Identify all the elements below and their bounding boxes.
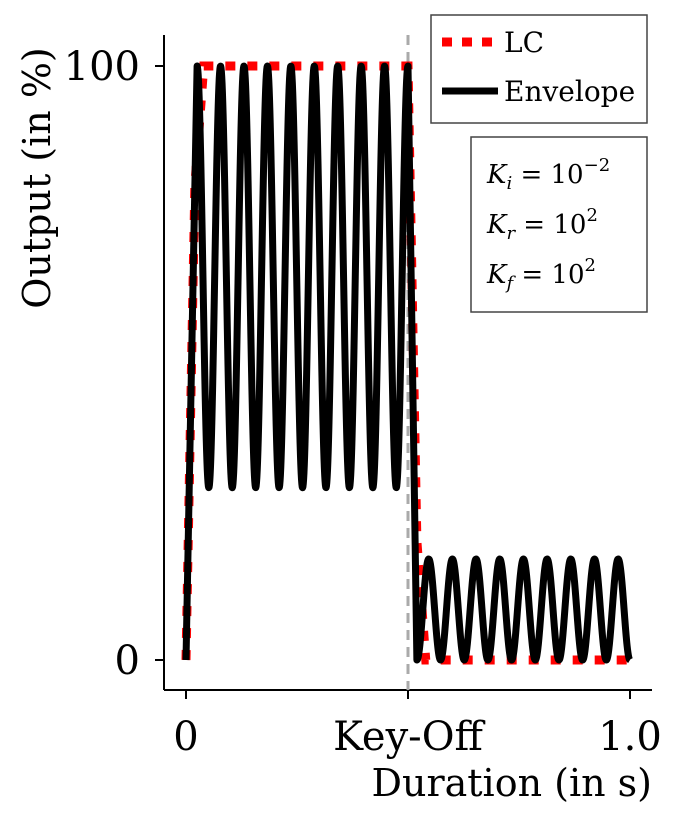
y-tick-label: 0 (115, 638, 140, 684)
parameter-box-frame (470, 136, 648, 313)
series-layer (181, 61, 634, 665)
x-tick-label: Key-Off (333, 714, 485, 760)
y-axis-label: Output (in %) (15, 47, 59, 309)
x-tick-label: 1.0 (598, 714, 662, 760)
legend-box (430, 14, 648, 124)
ticks: 0 Key-Off 1.0 0 100 (64, 44, 662, 760)
y-tick-label: 100 (64, 44, 140, 90)
series-envelope-line (182, 62, 634, 664)
series-lc-line (181, 61, 630, 665)
x-tick-label: 0 (173, 714, 198, 760)
legend-label-envelope: Envelope (504, 75, 635, 108)
legend-label-lc: LC (504, 26, 544, 59)
param-kr: Kr = 102 (486, 205, 598, 244)
legend: LC Envelope (430, 14, 648, 124)
parameter-box: Ki = 10−2 Kr = 102 Kf = 102 (470, 136, 648, 313)
param-ki: Ki = 10−2 (486, 155, 610, 194)
x-axis-label: Duration (in s) (372, 761, 652, 805)
param-kf: Kf = 102 (486, 255, 596, 294)
